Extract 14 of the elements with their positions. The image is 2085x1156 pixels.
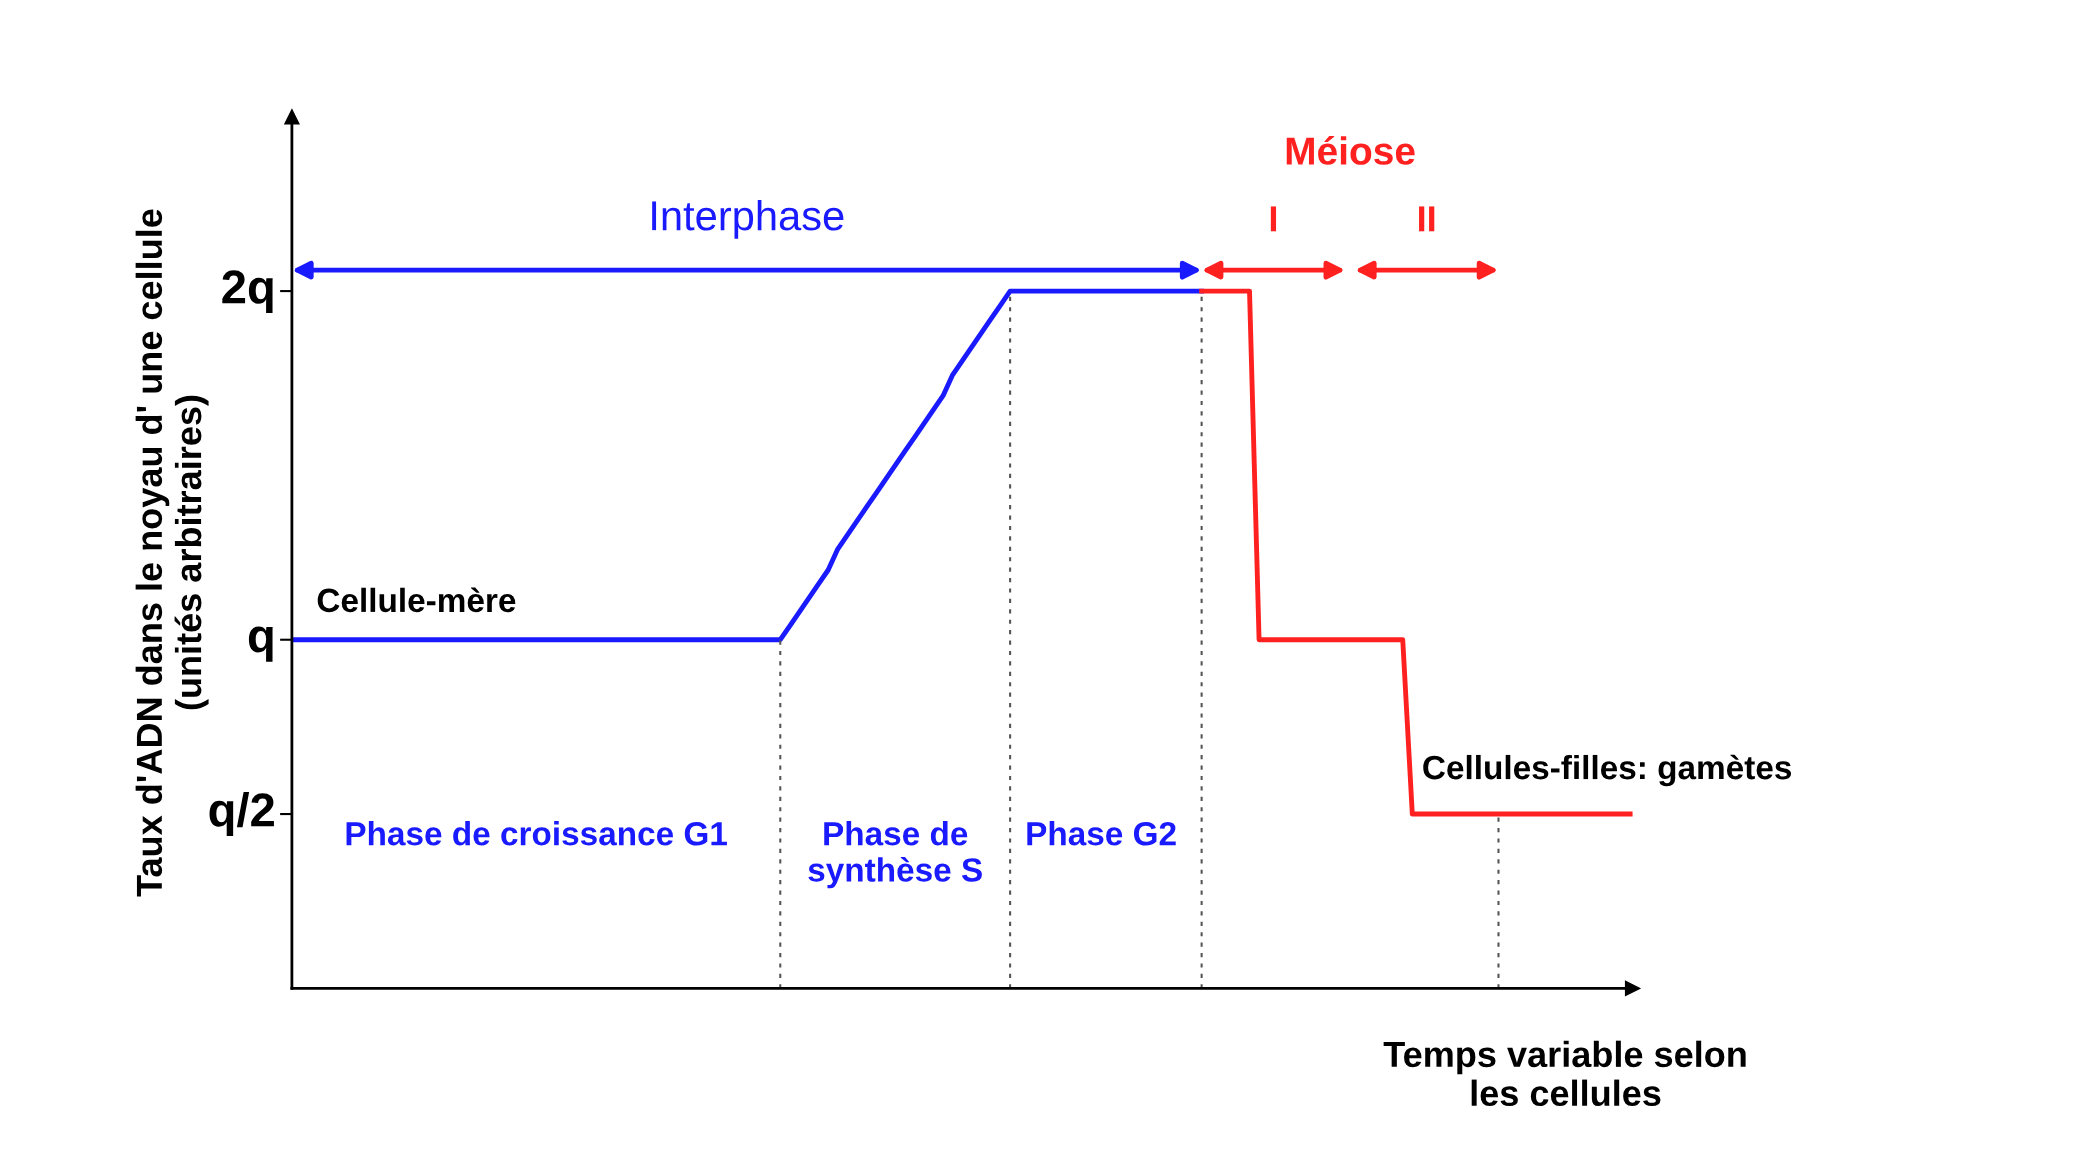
annotation: Phase de synthèse S [808, 821, 982, 889]
text: II [1419, 206, 1435, 232]
text: Méiose [1286, 135, 1415, 165]
text: 2q [222, 270, 273, 314]
text: q/2 [209, 792, 274, 837]
x-axis-title: Temps variable selon les cellules [1383, 1040, 1746, 1107]
annotation: Cellules-filles: gamètes [1423, 754, 1792, 787]
annotation: Cellule-mère [317, 587, 516, 613]
text: I [1270, 206, 1277, 232]
text: Interphase [652, 199, 844, 239]
y-axis-title: Taux d'ADN dans le noyau d' une cellule (unités arbitraires) [135, 209, 209, 897]
annotation: Phase de croissance G1 [346, 821, 727, 846]
annotation: Phase G2 [1027, 821, 1176, 846]
text: q [248, 626, 273, 662]
